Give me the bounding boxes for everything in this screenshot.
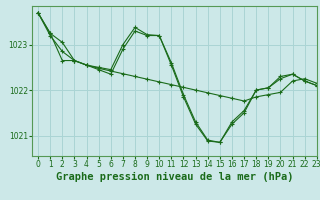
X-axis label: Graphe pression niveau de la mer (hPa): Graphe pression niveau de la mer (hPa) xyxy=(56,172,293,182)
